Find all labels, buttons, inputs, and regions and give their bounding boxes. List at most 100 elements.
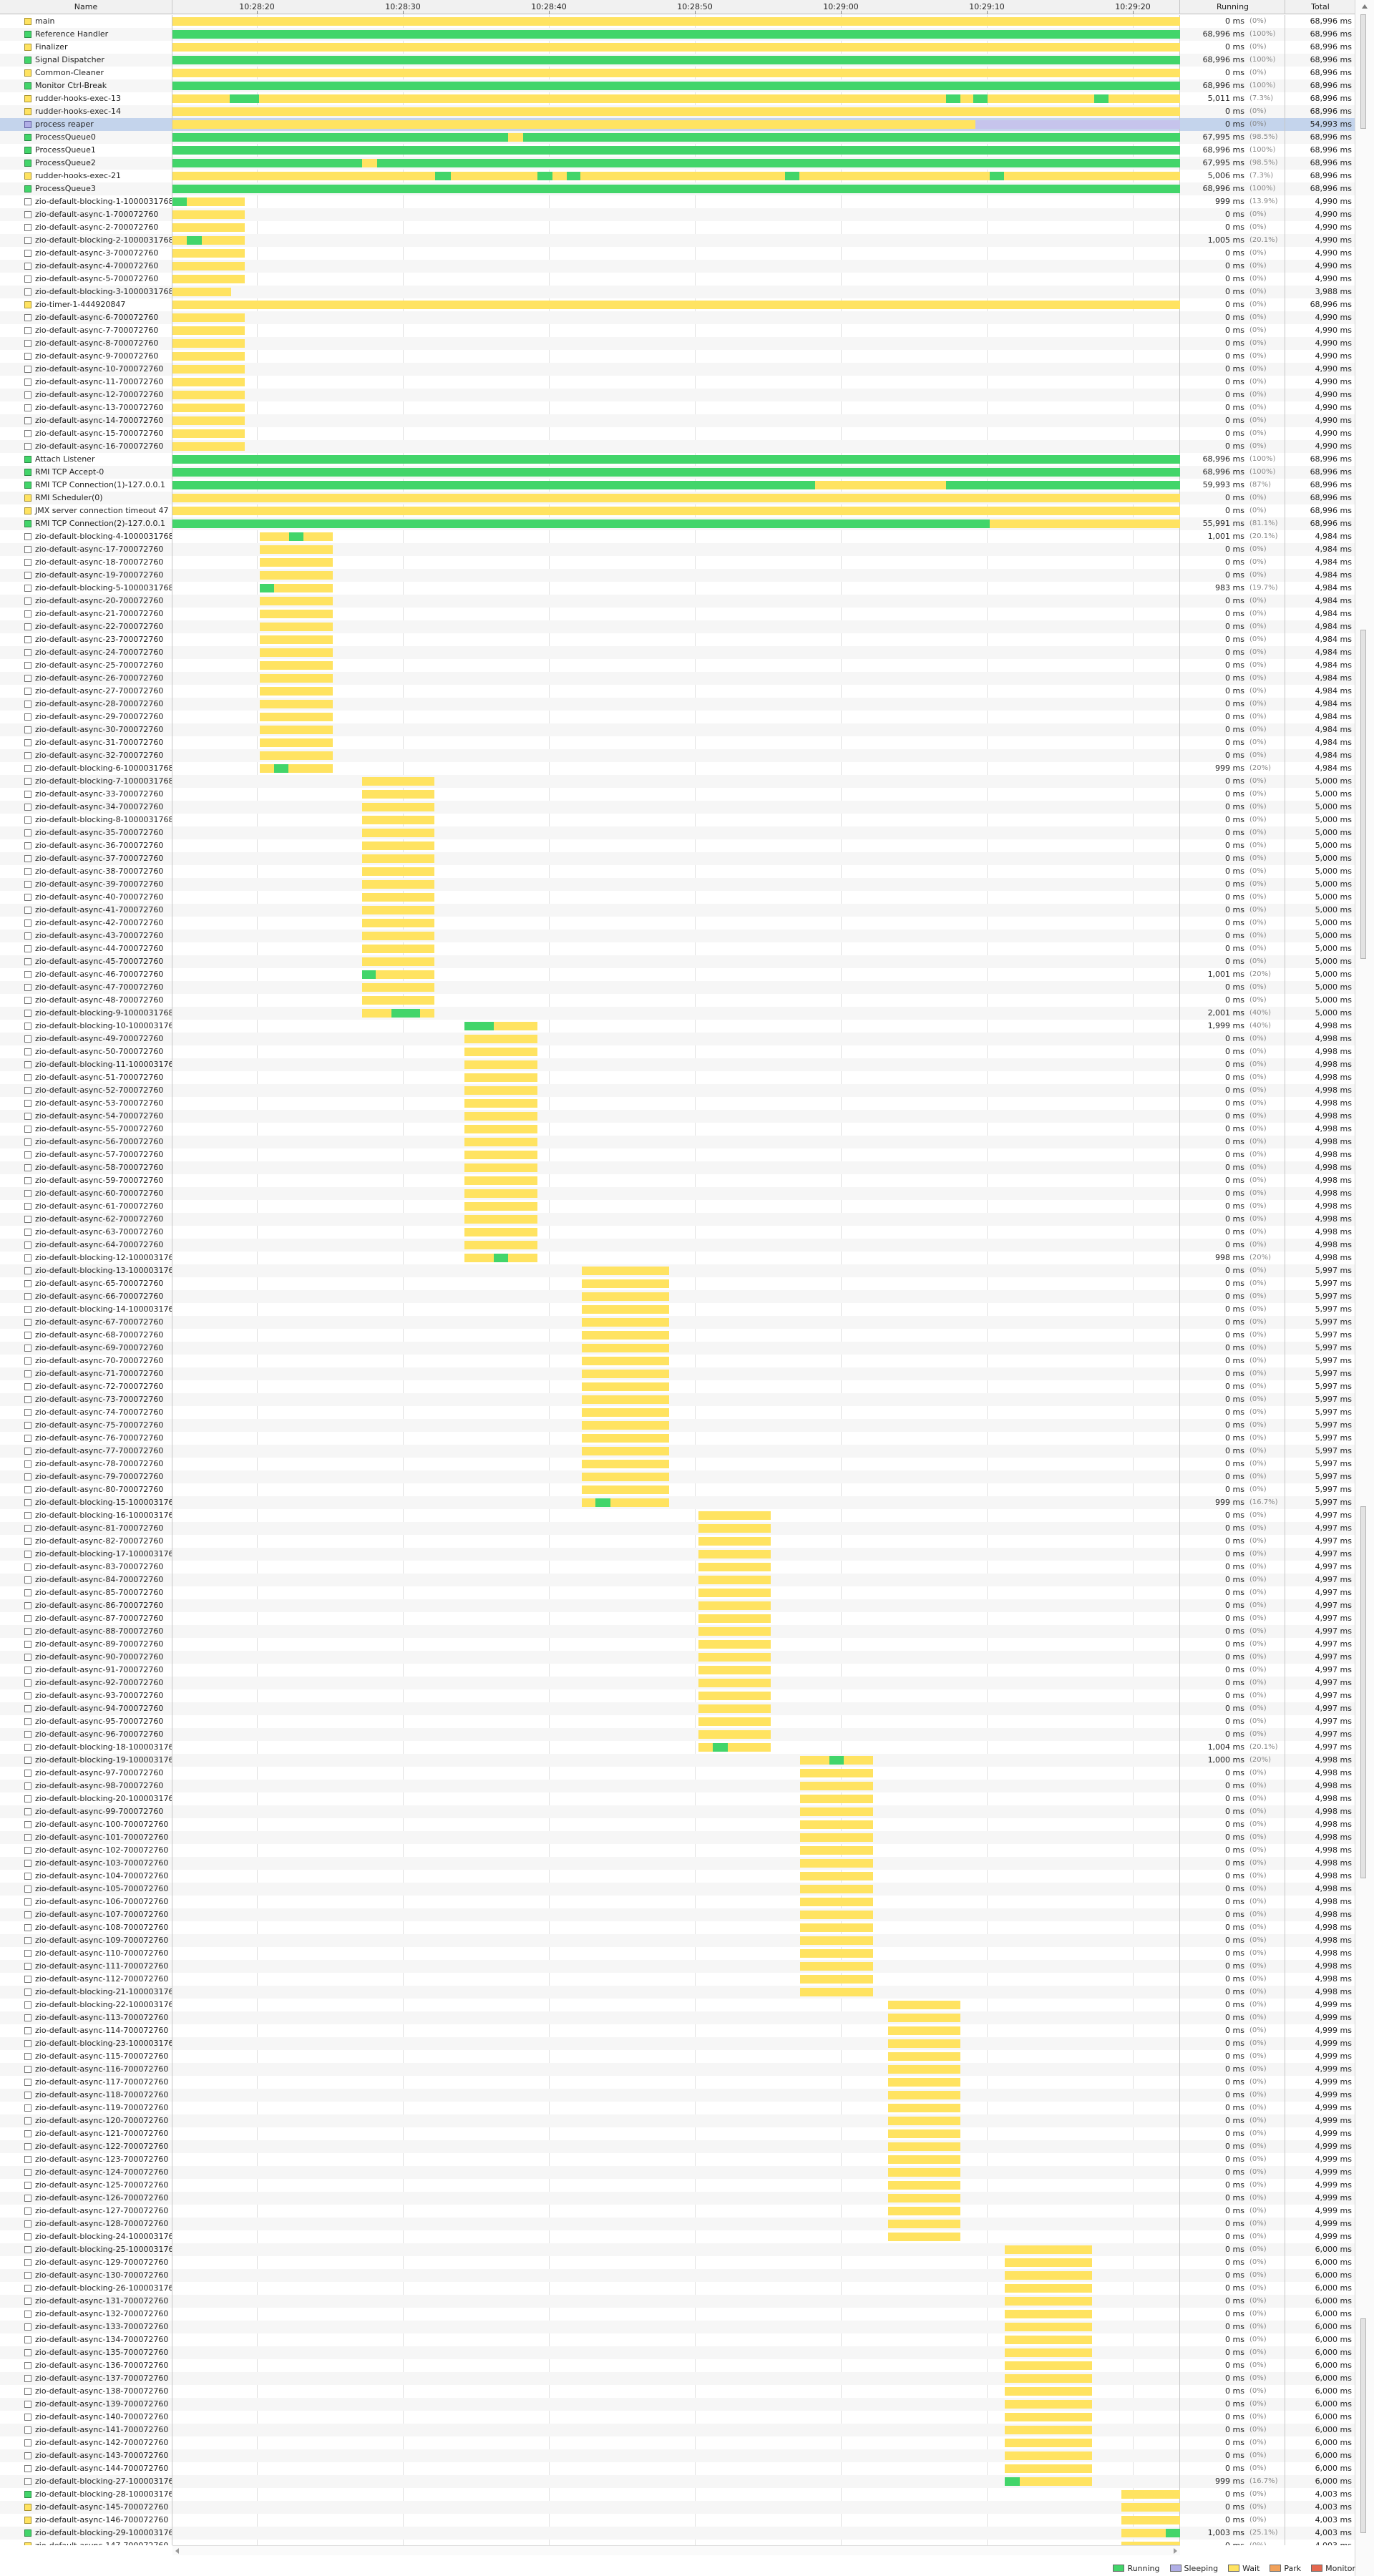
thread-timeline[interactable] (172, 1187, 1180, 1200)
thread-name-cell[interactable]: zio-default-async-56-700072760 (0, 1136, 172, 1148)
thread-row[interactable]: zio-default-async-125-700072760 0 ms (0%) 4… (0, 2179, 1355, 2192)
thread-name-cell[interactable]: Signal Dispatcher (0, 54, 172, 67)
thread-name-cell[interactable]: zio-default-async-90-700072760 (0, 1651, 172, 1664)
thread-row[interactable]: ProcessQueue0 67,995 ms (98.5%) 68,996 ms (0, 131, 1355, 144)
thread-row[interactable]: zio-default-blocking-18-100003176 1,004 m… (0, 1741, 1355, 1754)
wait-segment[interactable] (800, 1872, 873, 1880)
thread-name-cell[interactable]: zio-default-blocking-6-1000031768 (0, 762, 172, 775)
thread-name-cell[interactable]: zio-default-async-112-700072760 (0, 1973, 172, 1986)
thread-name-cell[interactable]: zio-default-async-17-700072760 (0, 543, 172, 556)
thread-row[interactable]: zio-default-async-84-700072760 0 ms (0%) 4,… (0, 1574, 1355, 1586)
thread-name-cell[interactable]: zio-default-async-93-700072760 (0, 1689, 172, 1702)
thread-timeline[interactable] (172, 1045, 1180, 1058)
thread-row[interactable]: Signal Dispatcher 68,996 ms (100%) 68,996 m… (0, 54, 1355, 67)
thread-name-cell[interactable]: zio-default-async-129-700072760 (0, 2256, 172, 2269)
wait-segment[interactable] (260, 738, 333, 747)
thread-timeline[interactable] (172, 595, 1180, 608)
thread-row[interactable]: zio-default-async-110-700072760 0 ms (0%) 4… (0, 1947, 1355, 1960)
thread-name-cell[interactable]: zio-default-async-2-700072760 (0, 221, 172, 234)
thread-name-cell[interactable]: zio-default-async-91-700072760 (0, 1664, 172, 1677)
thread-timeline[interactable] (172, 2398, 1180, 2411)
running-segment[interactable] (785, 172, 799, 180)
thread-timeline[interactable] (172, 1999, 1180, 2011)
wait-segment[interactable] (887, 2117, 961, 2125)
wait-segment[interactable] (361, 829, 435, 837)
thread-name-cell[interactable]: zio-default-async-133-700072760 (0, 2321, 172, 2333)
thread-row[interactable]: zio-default-async-131-700072760 0 ms (0%) 6… (0, 2295, 1355, 2308)
thread-name-cell[interactable]: zio-default-async-4-700072760 (0, 260, 172, 273)
wait-segment[interactable] (581, 1473, 670, 1481)
thread-name-cell[interactable]: zio-default-async-45-700072760 (0, 955, 172, 968)
thread-name-cell[interactable]: zio-default-async-54-700072760 (0, 1110, 172, 1123)
wait-segment[interactable] (172, 416, 245, 425)
wait-segment[interactable] (581, 1305, 670, 1314)
thread-row[interactable]: zio-default-async-137-700072760 0 ms (0%) 6… (0, 2372, 1355, 2385)
scroll-right-icon[interactable] (1174, 2548, 1177, 2554)
thread-row[interactable]: zio-default-async-140-700072760 0 ms (0%) 6… (0, 2411, 1355, 2424)
thread-timeline[interactable] (172, 118, 1180, 131)
wait-segment[interactable] (698, 1704, 771, 1713)
thread-row[interactable]: zio-default-async-23-700072760 0 ms (0%) 4,… (0, 633, 1355, 646)
wait-segment[interactable] (464, 1215, 537, 1224)
thread-row[interactable]: zio-default-async-124-700072760 0 ms (0%) 4… (0, 2166, 1355, 2179)
scroll-thumb[interactable] (1360, 14, 1366, 129)
thread-name-cell[interactable]: zio-default-blocking-5-1000031768 (0, 582, 172, 595)
thread-name-cell[interactable]: zio-default-async-143-700072760 (0, 2449, 172, 2462)
thread-row[interactable]: ProcessQueue2 67,995 ms (98.5%) 68,996 ms (0, 157, 1355, 170)
thread-timeline[interactable] (172, 2153, 1180, 2166)
thread-row[interactable]: zio-default-async-2-700072760 0 ms (0%) 4,9… (0, 221, 1355, 234)
thread-row[interactable]: zio-default-blocking-21-100003176 0 ms (0%… (0, 1986, 1355, 1999)
thread-timeline[interactable] (172, 968, 1180, 981)
thread-timeline[interactable] (172, 131, 1180, 144)
thread-timeline[interactable] (172, 1239, 1180, 1252)
thread-timeline[interactable] (172, 1303, 1180, 1316)
thread-row[interactable]: zio-default-async-48-700072760 0 ms (0%) 5,… (0, 994, 1355, 1007)
thread-timeline[interactable] (172, 1767, 1180, 1780)
thread-name-cell[interactable]: zio-default-async-53-700072760 (0, 1097, 172, 1110)
wait-segment[interactable] (361, 867, 435, 876)
thread-row[interactable]: RMI TCP Connection(1)-127.0.0.1 59,993 ms… (0, 479, 1355, 492)
thread-name-cell[interactable]: zio-default-blocking-25-100003176 (0, 2243, 172, 2256)
thread-name-cell[interactable]: zio-default-async-32-700072760 (0, 749, 172, 762)
wait-segment[interactable] (172, 429, 245, 438)
thread-name-cell[interactable]: zio-default-blocking-17-100003176 (0, 1548, 172, 1561)
thread-row[interactable]: zio-default-async-44-700072760 0 ms (0%) 5,… (0, 942, 1355, 955)
wait-segment[interactable] (887, 2142, 961, 2151)
wait-segment[interactable] (887, 2078, 961, 2087)
thread-row[interactable]: zio-default-async-108-700072760 0 ms (0%) 4… (0, 1921, 1355, 1934)
wait-segment[interactable] (1005, 2387, 1093, 2396)
wait-segment[interactable] (1005, 2258, 1093, 2267)
thread-name-cell[interactable]: zio-default-async-42-700072760 (0, 917, 172, 930)
wait-segment[interactable] (1005, 2413, 1093, 2421)
wait-segment[interactable] (172, 494, 1180, 502)
thread-timeline[interactable] (172, 144, 1180, 157)
wait-segment[interactable] (581, 1344, 670, 1352)
thread-name-cell[interactable]: zio-default-blocking-22-100003176 (0, 1999, 172, 2011)
thread-row[interactable]: zio-default-blocking-19-100003176 1,000 m… (0, 1754, 1355, 1767)
wait-segment[interactable] (989, 519, 1180, 528)
wait-segment[interactable] (698, 1601, 771, 1610)
thread-row[interactable]: zio-default-async-50-700072760 0 ms (0%) 4,… (0, 1045, 1355, 1058)
thread-name-cell[interactable]: zio-default-async-125-700072760 (0, 2179, 172, 2192)
thread-timeline[interactable] (172, 182, 1180, 195)
thread-row[interactable]: zio-default-async-116-700072760 0 ms (0%) 4… (0, 2063, 1355, 2076)
running-segment[interactable] (260, 584, 275, 592)
thread-row[interactable]: zio-default-blocking-24-100003176 0 ms (0%… (0, 2230, 1355, 2243)
wait-segment[interactable] (361, 919, 435, 927)
wait-segment[interactable] (172, 17, 1180, 26)
thread-row[interactable]: zio-default-async-46-700072760 1,001 ms (2… (0, 968, 1355, 981)
thread-timeline[interactable] (172, 1921, 1180, 1934)
thread-timeline[interactable] (172, 865, 1180, 878)
wait-segment[interactable] (581, 1447, 670, 1455)
thread-row[interactable]: zio-default-async-105-700072760 0 ms (0%) 4… (0, 1883, 1355, 1896)
wait-segment[interactable] (800, 1807, 873, 1816)
thread-name-cell[interactable]: zio-default-async-145-700072760 (0, 2501, 172, 2514)
wait-segment[interactable] (361, 970, 435, 979)
thread-timeline[interactable] (172, 2462, 1180, 2475)
thread-row[interactable]: zio-default-async-85-700072760 0 ms (0%) 4,… (0, 1586, 1355, 1599)
thread-row[interactable]: zio-default-async-39-700072760 0 ms (0%) 5,… (0, 878, 1355, 891)
thread-timeline[interactable] (172, 659, 1180, 672)
thread-timeline[interactable] (172, 1986, 1180, 1999)
thread-name-cell[interactable]: zio-default-async-83-700072760 (0, 1561, 172, 1574)
thread-timeline[interactable] (172, 1960, 1180, 1973)
